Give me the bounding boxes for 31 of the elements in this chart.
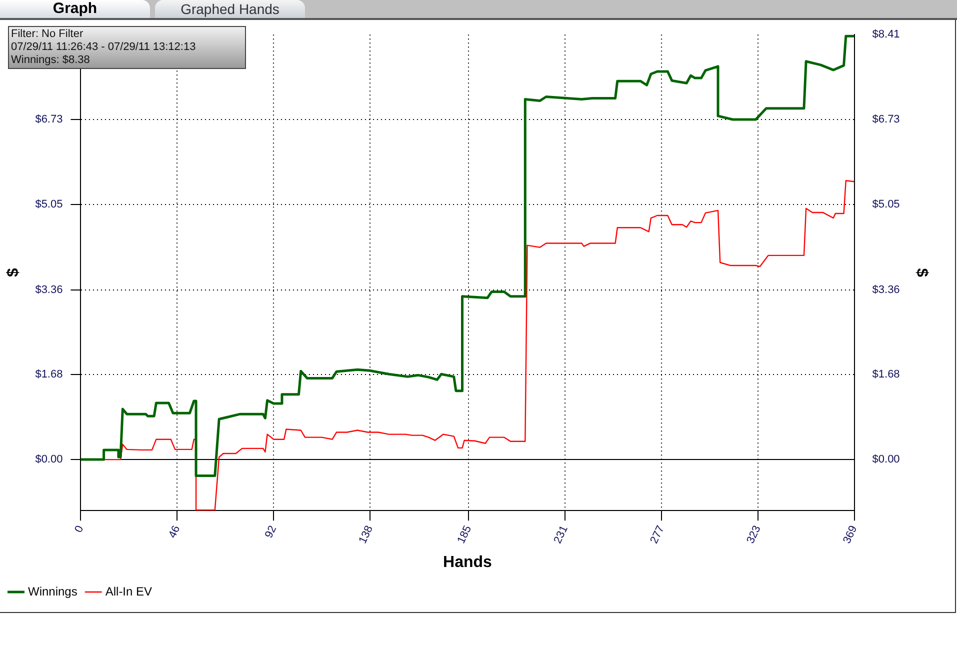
y2-tick-label: $6.73	[872, 114, 900, 126]
y-tick-label: $5.05	[35, 198, 63, 210]
text: Graphed Hands	[155, 0, 305, 18]
y2-tick-label: $1.68	[872, 368, 900, 381]
y-tick-label: $1.68	[35, 368, 63, 381]
y-tick-label: $3.36	[35, 284, 63, 296]
annotation: Filter: No Filter	[11, 28, 84, 41]
x-tick-label: 231	[552, 524, 570, 546]
annotation: Winnings: $8.38	[11, 54, 91, 67]
legend-label: All-In EV	[105, 584, 152, 598]
y2-tick-label: $0.00	[872, 454, 900, 466]
x-tick-label: 46	[166, 524, 183, 540]
y-tick-label: $0.00	[35, 454, 63, 466]
y2-tick-label: $3.36	[872, 284, 900, 296]
x-axis-title: Hands	[443, 554, 492, 571]
x-tick-label: 185	[455, 524, 474, 546]
filter-info-panel: Filter: No Filter 07/29/11 11:26:43 - 07/29/11 13:12:13 Winnings: $8.38	[8, 26, 246, 69]
text: Graph	[0, 0, 150, 18]
x-tick-label: 369	[841, 524, 860, 546]
x-tick-label: 277	[648, 524, 667, 546]
x-tick-label: 323	[744, 524, 764, 546]
x-tick-label: 0	[72, 524, 86, 534]
y-tick-label: $6.73	[35, 114, 63, 126]
annotation: 07/29/11 11:26:43 - 07/29/11 13:12:13	[11, 41, 197, 54]
y2-axis-title: $	[912, 268, 930, 278]
x-tick-label: 92	[263, 524, 280, 540]
x-tick-label: 138	[356, 524, 376, 546]
y2-tick-label: $8.41	[872, 28, 900, 41]
y-axis-title: $	[5, 268, 22, 278]
legend-label: Winnings	[28, 584, 78, 598]
y2-tick-label: $5.05	[872, 198, 900, 210]
